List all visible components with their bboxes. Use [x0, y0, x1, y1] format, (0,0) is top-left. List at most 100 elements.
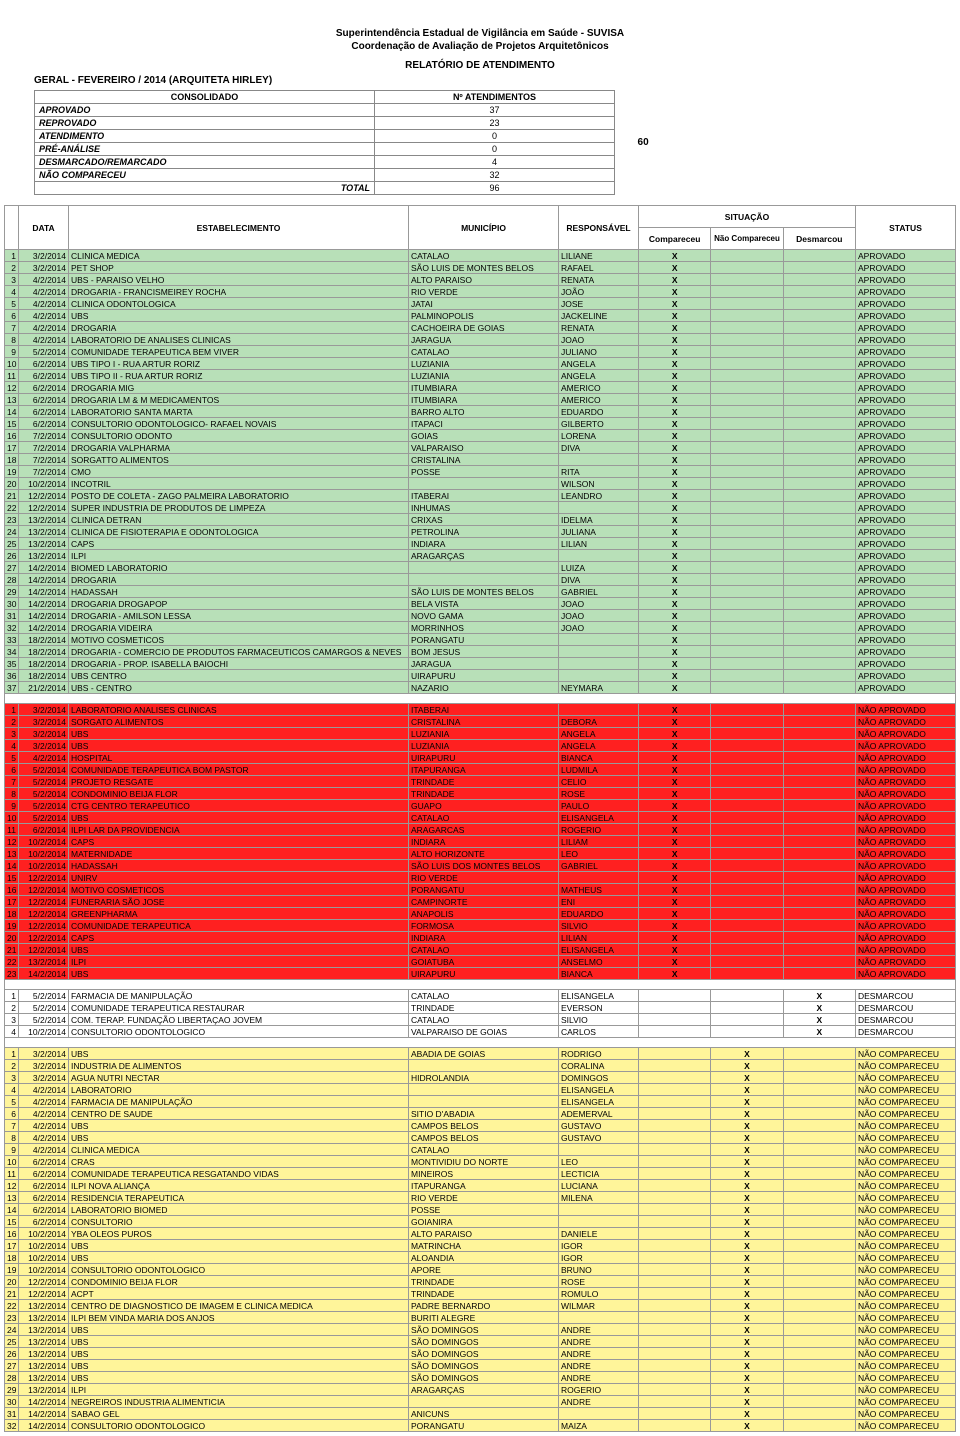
row-nao-compareceu — [711, 824, 783, 836]
row-date: 14/2/2014 — [19, 968, 69, 980]
row-compareceu — [639, 1288, 711, 1300]
row-nao-compareceu: X — [711, 1096, 783, 1108]
row-compareceu: X — [639, 562, 711, 574]
row-desmarcou — [783, 1132, 855, 1144]
row-est: UBS — [69, 1048, 409, 1060]
row-mun: ITUMBIARA — [409, 394, 559, 406]
row-desmarcou — [783, 310, 855, 322]
row-compareceu — [639, 1060, 711, 1072]
row-compareceu: X — [639, 454, 711, 466]
row-status: APROVADO — [856, 310, 956, 322]
row-mun: RIO VERDE — [409, 872, 559, 884]
row-resp — [559, 872, 639, 884]
row-date: 6/2/2014 — [19, 1204, 69, 1216]
row-resp — [559, 704, 639, 716]
row-date: 4/2/2014 — [19, 274, 69, 286]
row-compareceu — [639, 1144, 711, 1156]
row-nao-compareceu: X — [711, 1240, 783, 1252]
row-date: 10/2/2014 — [19, 1228, 69, 1240]
row-date: 6/2/2014 — [19, 1168, 69, 1180]
row-mun: PORANGATU — [409, 634, 559, 646]
row-est: UBS — [69, 1348, 409, 1360]
row-date: 10/2/2014 — [19, 836, 69, 848]
row-desmarcou — [783, 812, 855, 824]
consol-row-value: 23 — [375, 117, 615, 130]
row-index: 6 — [5, 310, 19, 322]
row-resp: ELISANGELA — [559, 990, 639, 1002]
row-status: APROVADO — [856, 346, 956, 358]
row-mun: CAMPINORTE — [409, 896, 559, 908]
row-nao-compareceu — [711, 990, 783, 1002]
row-date: 3/2/2014 — [19, 262, 69, 274]
row-status: NÃO COMPARECEU — [856, 1060, 956, 1072]
row-mun: GOIANIRA — [409, 1216, 559, 1228]
row-resp: SILVIO — [559, 1014, 639, 1026]
row-mun: BURITI ALEGRE — [409, 1312, 559, 1324]
row-desmarcou: X — [783, 1026, 855, 1038]
row-nao-compareceu — [711, 944, 783, 956]
row-mun: RIO VERDE — [409, 286, 559, 298]
row-status: NÃO APROVADO — [856, 956, 956, 968]
consolidado-block: CONSOLIDADO Nº ATENDIMENTOS APROVADO37RE… — [34, 90, 956, 195]
row-index: 19 — [5, 920, 19, 932]
row-resp: RENATA — [559, 274, 639, 286]
row-mun: JATAI — [409, 298, 559, 310]
row-resp: DOMINGOS — [559, 1072, 639, 1084]
row-date: 10/2/2014 — [19, 1252, 69, 1264]
row-resp: LILIANE — [559, 250, 639, 262]
row-index: 19 — [5, 1264, 19, 1276]
row-resp: EVERSON — [559, 1002, 639, 1014]
row-nao-compareceu: X — [711, 1348, 783, 1360]
row-date: 3/2/2014 — [19, 1048, 69, 1060]
row-date: 3/2/2014 — [19, 740, 69, 752]
row-compareceu: X — [639, 610, 711, 622]
col-nao-compareceu: Não Compareceu — [711, 228, 783, 250]
row-mun: CAMPOS BELOS — [409, 1132, 559, 1144]
row-resp: AMERICO — [559, 394, 639, 406]
row-desmarcou — [783, 1156, 855, 1168]
row-index: 3 — [5, 728, 19, 740]
row-resp: GABRIEL — [559, 586, 639, 598]
row-nao-compareceu — [711, 764, 783, 776]
row-mun: CATALAO — [409, 944, 559, 956]
row-index: 24 — [5, 526, 19, 538]
row-compareceu: X — [639, 872, 711, 884]
row-date: 12/2/2014 — [19, 490, 69, 502]
row-est: UNIRV — [69, 872, 409, 884]
row-compareceu: X — [639, 848, 711, 860]
row-resp: ANSELMO — [559, 956, 639, 968]
row-compareceu: X — [639, 740, 711, 752]
row-nao-compareceu: X — [711, 1168, 783, 1180]
row-index: 21 — [5, 1288, 19, 1300]
row-index: 27 — [5, 1360, 19, 1372]
row-mun: ITAPURANGA — [409, 764, 559, 776]
row-desmarcou — [783, 968, 855, 980]
main-table: DATA ESTABELECIMENTO MUNICÍPIO RESPONSÁV… — [4, 205, 956, 1432]
row-compareceu — [639, 1204, 711, 1216]
row-date: 4/2/2014 — [19, 1084, 69, 1096]
row-compareceu: X — [639, 538, 711, 550]
row-index: 14 — [5, 406, 19, 418]
row-index: 1 — [5, 1048, 19, 1060]
row-status: NÃO COMPARECEU — [856, 1096, 956, 1108]
row-date: 6/2/2014 — [19, 370, 69, 382]
row-index: 6 — [5, 764, 19, 776]
row-resp: WILSON — [559, 478, 639, 490]
row-compareceu — [639, 1072, 711, 1084]
row-mun: ARAGARCAS — [409, 824, 559, 836]
row-est: DROGARIA - FRANCISMEIREY ROCHA — [69, 286, 409, 298]
row-index: 32 — [5, 622, 19, 634]
row-desmarcou — [783, 1204, 855, 1216]
row-index: 13 — [5, 848, 19, 860]
row-mun: SÃO DOMINGOS — [409, 1372, 559, 1384]
row-status: NÃO APROVADO — [856, 752, 956, 764]
row-index: 2 — [5, 716, 19, 728]
row-est: CONSULTORIO ODONTOLOGICO- RAFAEL NOVAIS — [69, 418, 409, 430]
row-est: UBS — [69, 1240, 409, 1252]
row-nao-compareceu — [711, 1014, 783, 1026]
row-mun: INDIARA — [409, 836, 559, 848]
row-mun: SÃO DOMINGOS — [409, 1360, 559, 1372]
row-nao-compareceu — [711, 310, 783, 322]
row-est: ILPI — [69, 550, 409, 562]
row-desmarcou — [783, 776, 855, 788]
